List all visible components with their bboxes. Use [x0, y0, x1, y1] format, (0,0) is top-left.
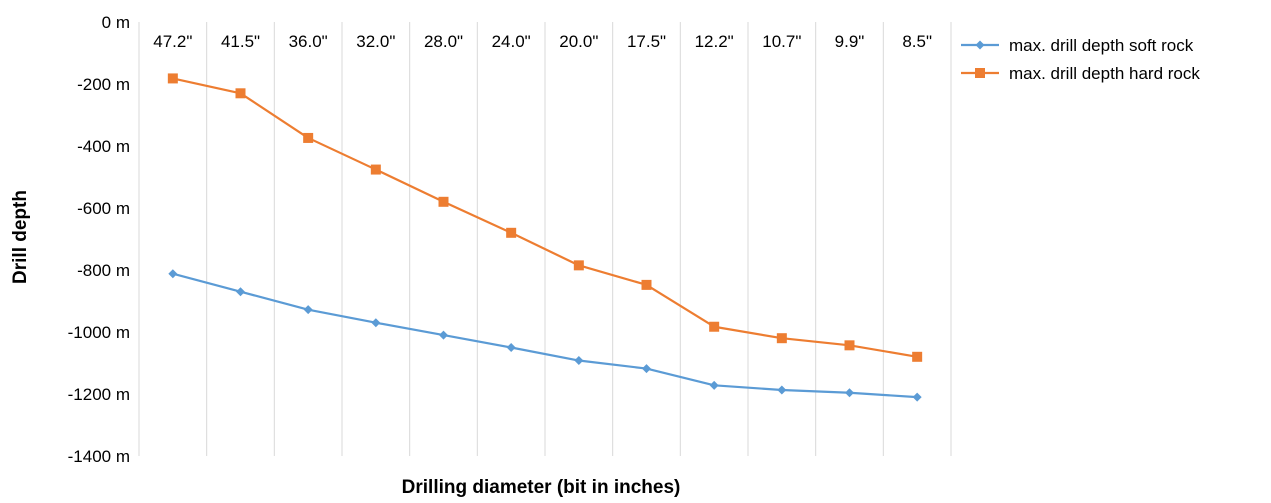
data-point	[236, 287, 245, 297]
x-tick-label: 20.0"	[559, 32, 598, 51]
data-point	[438, 196, 449, 207]
x-tick-label: 24.0"	[492, 32, 531, 51]
data-point	[168, 269, 178, 279]
y-tick-label: -200 m	[77, 75, 130, 94]
data-point	[709, 321, 720, 332]
data-point	[506, 227, 517, 238]
data-point	[167, 73, 178, 84]
x-tick-label: 41.5"	[221, 32, 260, 51]
data-point	[642, 364, 651, 374]
y-tick-label: -1000 m	[68, 323, 130, 342]
legend-item: max. drill depth hard rock	[961, 64, 1200, 83]
y-tick-label: 0 m	[102, 13, 130, 32]
x-tick-label: 47.2"	[153, 32, 192, 51]
x-axis-title: Drilling diameter (bit in inches)	[402, 477, 681, 498]
data-point	[574, 356, 584, 366]
legend-item: max. drill depth soft rock	[961, 36, 1194, 55]
data-point	[573, 260, 584, 271]
data-point	[370, 164, 381, 175]
series-soft-rock	[168, 269, 922, 402]
x-tick-label: 36.0"	[289, 32, 328, 51]
data-point	[235, 88, 246, 99]
series-lines	[167, 73, 923, 402]
x-tick-label: 28.0"	[424, 32, 463, 51]
x-tick-label: 12.2"	[695, 32, 734, 51]
data-point	[912, 351, 923, 362]
data-point	[303, 305, 313, 315]
y-axis-title: Drill depth	[10, 190, 31, 284]
legend-label: max. drill depth hard rock	[1009, 64, 1200, 83]
x-tick-label: 10.7"	[762, 32, 801, 51]
data-point	[709, 380, 719, 390]
y-tick-label: -1200 m	[68, 385, 130, 404]
data-point	[303, 132, 314, 143]
x-tick-label: 9.9"	[835, 32, 865, 51]
data-point	[777, 385, 787, 395]
series-line	[172, 272, 918, 399]
series-hard-rock	[167, 73, 923, 362]
data-point	[845, 388, 854, 398]
data-point	[641, 279, 652, 290]
x-tick-label: 32.0"	[356, 32, 395, 51]
x-axis-tick-labels: 47.2" 41.5" 36.0" 32.0" 28.0" 24.0" 20.0" 17.5"…	[153, 32, 932, 51]
x-tick-label: 8.5"	[902, 32, 932, 51]
data-point	[506, 343, 516, 352]
grid-lines	[138, 22, 952, 456]
legend-label: max. drill depth soft rock	[1009, 36, 1194, 55]
data-point	[371, 318, 381, 328]
series-line	[172, 77, 918, 358]
y-tick-label: -800 m	[77, 261, 130, 280]
data-point	[776, 333, 787, 344]
y-tick-label: -1400 m	[68, 447, 130, 466]
y-axis-tick-labels: 0 m -200 m -400 m -600 m -800 m -1000 m -1200 …	[68, 13, 130, 466]
data-point	[439, 330, 448, 340]
y-tick-label: -400 m	[77, 137, 130, 156]
legend-swatch-marker	[975, 68, 985, 78]
legend: max. drill depth soft rock max. drill dep…	[961, 36, 1200, 83]
legend-swatch-marker	[975, 40, 985, 50]
data-point	[844, 340, 855, 351]
y-tick-label: -600 m	[77, 199, 130, 218]
data-point	[912, 392, 922, 402]
x-tick-label: 17.5"	[627, 32, 666, 51]
